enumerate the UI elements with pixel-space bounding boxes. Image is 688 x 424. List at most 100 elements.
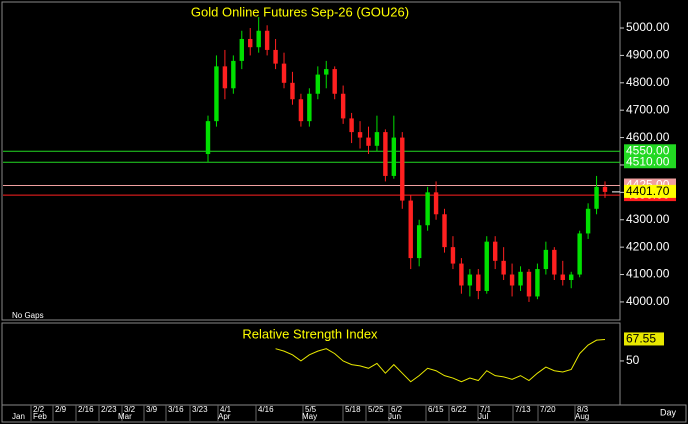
date-axis bbox=[1, 404, 687, 423]
candle-body bbox=[222, 66, 228, 89]
level-label-box bbox=[624, 155, 676, 169]
candle-body bbox=[492, 241, 498, 261]
candle-body bbox=[459, 263, 464, 286]
candle-body bbox=[256, 30, 261, 48]
gap-note: No Gaps bbox=[12, 311, 44, 320]
x-tick-label: 7/13 bbox=[515, 405, 531, 414]
x-tick-label: 4/16 bbox=[258, 405, 274, 414]
y-tick-label: 4900.00 bbox=[626, 48, 670, 62]
month-label: Apr bbox=[218, 412, 231, 421]
candle-body bbox=[366, 137, 371, 146]
candle-body bbox=[552, 249, 557, 275]
x-tick-label: 4/1 bbox=[220, 405, 232, 414]
y-tick-label: 4800.00 bbox=[626, 75, 670, 89]
x-unit: Day bbox=[660, 407, 677, 417]
x-tick-label: 6/22 bbox=[451, 405, 467, 414]
x-tick-label: 5/5 bbox=[305, 405, 317, 414]
candle-body bbox=[281, 63, 287, 83]
month-label: Jan bbox=[12, 412, 25, 421]
candle-body bbox=[416, 225, 422, 259]
x-tick-label: 3/23 bbox=[192, 405, 208, 414]
candle-body bbox=[231, 60, 236, 89]
candle-body bbox=[332, 69, 337, 94]
candle-body bbox=[340, 93, 346, 119]
x-tick-label: 3/9 bbox=[146, 405, 158, 414]
candle-body bbox=[324, 69, 329, 75]
candle-body bbox=[205, 121, 211, 155]
x-tick-label: 3/2 bbox=[124, 405, 136, 414]
candle-body bbox=[509, 274, 515, 286]
rsi-last-label: 67.55 bbox=[626, 332, 656, 346]
candle-body bbox=[535, 269, 540, 297]
candle-body bbox=[290, 82, 295, 100]
candle-body bbox=[577, 233, 582, 275]
level-label: 4510.00 bbox=[626, 154, 670, 168]
candle-body bbox=[602, 186, 608, 192]
y-tick-label: 4000.00 bbox=[626, 294, 670, 308]
x-tick-label: 7/20 bbox=[540, 405, 556, 414]
month-label: May bbox=[302, 412, 317, 421]
x-tick-label: 2/2 bbox=[33, 405, 45, 414]
rsi-last-box bbox=[624, 332, 664, 346]
candle-body bbox=[264, 30, 270, 50]
candle-body bbox=[467, 274, 473, 286]
y-tick-label: 50 bbox=[626, 353, 640, 367]
candle-body bbox=[518, 271, 523, 286]
candle-body bbox=[349, 118, 354, 133]
x-tick-label: 6/15 bbox=[428, 405, 444, 414]
last-price-box bbox=[624, 184, 676, 198]
candle-body bbox=[450, 247, 456, 264]
x-tick-label: 3/16 bbox=[168, 405, 184, 414]
candle-body bbox=[476, 274, 481, 291]
y-tick-label: 4600.00 bbox=[626, 130, 670, 144]
x-tick-label: 2/9 bbox=[55, 405, 67, 414]
candle-body bbox=[585, 208, 591, 234]
y-tick-label: 4100.00 bbox=[626, 267, 670, 281]
candle-body bbox=[543, 249, 549, 270]
y-tick-label: 4700.00 bbox=[626, 102, 670, 116]
candle-body bbox=[298, 99, 304, 122]
candle-body bbox=[391, 137, 397, 176]
candle-body bbox=[442, 214, 447, 248]
chart-title: Gold Online Futures Sep-26 (GOU26) bbox=[191, 4, 409, 19]
x-tick-label: 7/1 bbox=[480, 405, 492, 414]
candle-body bbox=[425, 192, 430, 226]
x-tick-label: 8/3 bbox=[577, 405, 589, 414]
candle-body bbox=[383, 132, 388, 176]
month-label: Feb bbox=[33, 412, 47, 421]
candle-body bbox=[433, 192, 439, 215]
month-label: Aug bbox=[575, 412, 589, 421]
month-label: Mar bbox=[118, 412, 132, 421]
candle-body bbox=[374, 132, 380, 146]
y-tick-label: 4300.00 bbox=[626, 212, 670, 226]
x-tick-label: 5/18 bbox=[345, 405, 361, 414]
level-label: 4550.00 bbox=[626, 143, 670, 157]
rsi-panel bbox=[1, 322, 621, 406]
last-price-label: 4401.70 bbox=[626, 184, 670, 198]
candle-body bbox=[248, 38, 253, 48]
candle-body bbox=[501, 260, 506, 275]
price-panel bbox=[1, 1, 621, 321]
x-tick-label: 6/2 bbox=[391, 405, 403, 414]
candle-body bbox=[569, 274, 574, 281]
candle-body bbox=[273, 49, 278, 64]
rsi-title: Relative Strength Index bbox=[242, 326, 378, 341]
month-label: Jun bbox=[388, 412, 401, 421]
month-label: Jul bbox=[478, 412, 488, 421]
candle-body bbox=[484, 241, 489, 291]
rsi-line bbox=[275, 338, 606, 383]
x-tick-label: 5/25 bbox=[368, 405, 384, 414]
candle-body bbox=[315, 74, 321, 94]
candle-body bbox=[594, 186, 599, 209]
candle-body bbox=[239, 38, 244, 61]
candle-body bbox=[526, 271, 532, 297]
y-tick-label: 5000.00 bbox=[626, 20, 670, 34]
candle-body bbox=[560, 274, 565, 281]
candle-body bbox=[214, 66, 219, 122]
y-tick-label: 4200.00 bbox=[626, 239, 670, 253]
level-label-box bbox=[624, 144, 676, 158]
x-tick-label: 2/23 bbox=[101, 405, 117, 414]
x-tick-label: 2/16 bbox=[78, 405, 94, 414]
candle-body bbox=[400, 137, 405, 201]
